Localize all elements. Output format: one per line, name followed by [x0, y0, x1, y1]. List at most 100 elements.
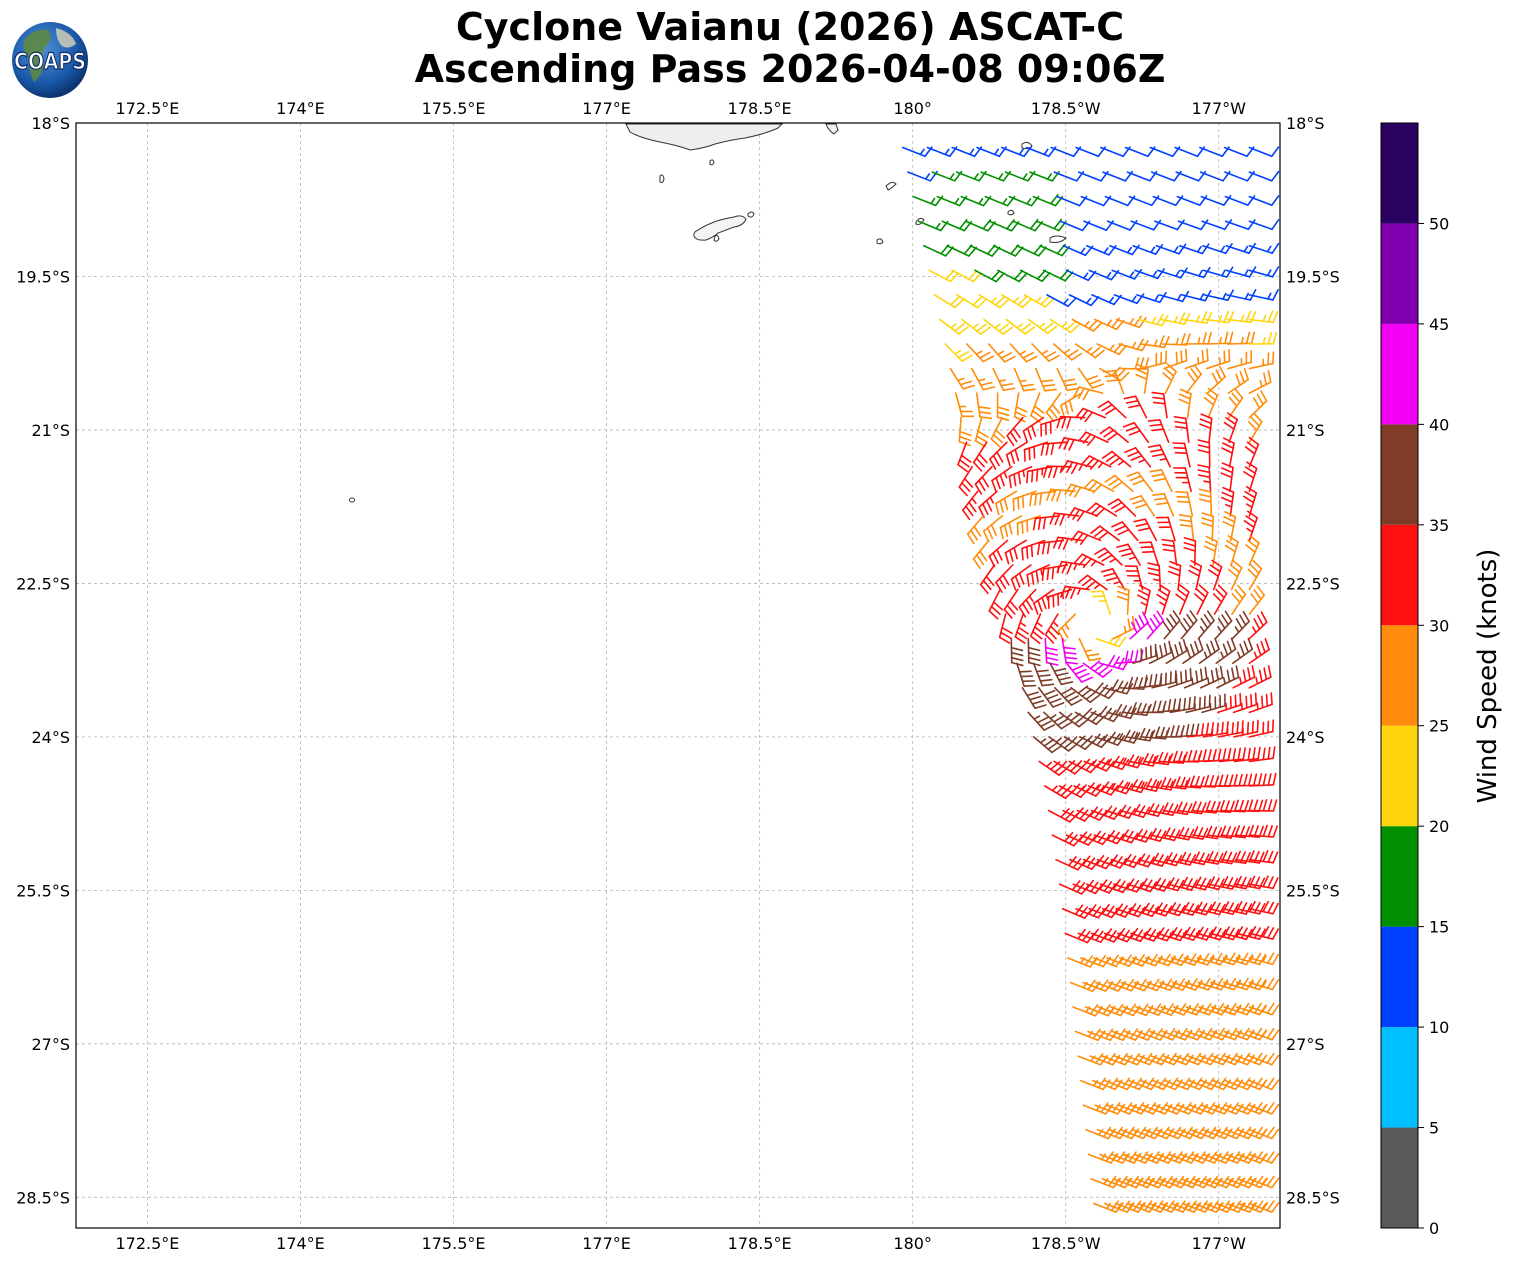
- lon-tick-label-bottom: 177°W: [1192, 1234, 1247, 1253]
- wind-barb: [1107, 498, 1137, 517]
- wind-barb: [1232, 692, 1258, 714]
- wind-barb: [1163, 348, 1188, 370]
- wind-barb: [1171, 978, 1203, 991]
- lon-tick-label-bottom: 174°E: [276, 1234, 325, 1253]
- wind-barb: [1086, 502, 1118, 518]
- wind-barb: [1169, 696, 1196, 714]
- wind-barb: [972, 539, 990, 570]
- wind-barb: [1016, 515, 1042, 536]
- wind-barb: [984, 195, 1016, 207]
- wind-barb: [1164, 826, 1195, 841]
- wind-barb: [1060, 392, 1083, 418]
- colorbar-bin: [1381, 826, 1418, 927]
- wind-barb: [1227, 388, 1244, 419]
- wind-barb: [1173, 467, 1192, 493]
- wind-barb: [1056, 367, 1080, 392]
- wind-barb: [1216, 665, 1240, 689]
- wind-barb: [1197, 977, 1229, 991]
- wind-barb: [1179, 610, 1198, 640]
- wind-barb: [1048, 736, 1079, 752]
- wind-barb: [1170, 953, 1202, 966]
- wind-barb: [1046, 294, 1077, 308]
- colorbar-bin: [1381, 1127, 1418, 1228]
- wind-barb: [1094, 547, 1123, 566]
- wind-barb: [1083, 478, 1115, 494]
- wind-barb: [1082, 660, 1113, 678]
- wind-barb: [1062, 807, 1093, 822]
- wind-barb: [1044, 784, 1075, 800]
- lat-tick-label-right: 18°S: [1286, 114, 1325, 133]
- wind-barb: [1248, 611, 1268, 640]
- wind-barb: [1209, 952, 1241, 966]
- wind-barb: [992, 367, 1016, 392]
- wind-barb: [1010, 637, 1024, 667]
- wind-barb: [1040, 441, 1069, 456]
- wind-barb: [982, 515, 1004, 543]
- wind-barb: [944, 343, 973, 362]
- wind-barb: [1184, 348, 1209, 370]
- wind-barb: [1060, 585, 1090, 600]
- wind-barb: [988, 588, 1003, 620]
- wind-barb: [1117, 779, 1148, 794]
- wind-barb: [1245, 535, 1260, 566]
- lat-tick-label-right: 27°S: [1286, 1035, 1325, 1054]
- wind-barb: [978, 490, 998, 519]
- wind-barb: [1147, 562, 1162, 591]
- wind-barb: [1146, 777, 1177, 791]
- wind-barb: [1097, 400, 1127, 419]
- wind-barb: [1032, 662, 1055, 687]
- wind-barb: [1183, 536, 1197, 566]
- title-line-1: Cyclone Vaianu (2026) ASCAT-C: [455, 5, 1125, 49]
- colorbar-tick-label: 15: [1429, 918, 1449, 937]
- wind-barb: [1102, 369, 1125, 394]
- colorbar-tick-label: 45: [1429, 315, 1449, 334]
- wind-barb: [1139, 335, 1170, 349]
- wind-barb: [1222, 952, 1254, 966]
- wind-barb: [1037, 686, 1065, 708]
- wind-barb: [1128, 753, 1159, 767]
- wind-barb: [1248, 1002, 1280, 1016]
- lat-tick-label-left: 24°S: [31, 728, 70, 747]
- wind-barb: [1199, 665, 1224, 689]
- lat-tick-label-right: 21°S: [1286, 421, 1325, 440]
- lat-tick-label-left: 22.5°S: [16, 574, 70, 593]
- wind-barb: [1005, 318, 1036, 335]
- wind-barb: [1054, 686, 1083, 706]
- wind-barb: [1178, 243, 1210, 255]
- wind-barb: [1041, 564, 1069, 582]
- wind-barb: [1033, 588, 1055, 615]
- wind-barb: [979, 564, 996, 595]
- colorbar-bin: [1381, 926, 1418, 1028]
- wind-barb: [1223, 977, 1254, 991]
- wind-barb: [1248, 242, 1280, 254]
- island-small-3: [659, 174, 665, 184]
- wind-barb: [1129, 611, 1149, 640]
- wind-barb: [1128, 902, 1160, 918]
- wind-barb: [1248, 585, 1265, 615]
- wind-barb: [978, 294, 1010, 309]
- lon-tick-label-top: 174°E: [276, 99, 325, 118]
- wind-barb: [1027, 318, 1058, 335]
- wind-barb: [1248, 638, 1270, 665]
- wind-barb: [1073, 553, 1105, 569]
- wind-barb: [970, 367, 996, 391]
- lon-tick-label-bottom: 172.5°E: [115, 1234, 179, 1253]
- wind-barb: [954, 392, 975, 418]
- wind-barb: [1132, 244, 1164, 255]
- wind-barb: [1090, 525, 1120, 542]
- wind-barb: [1201, 512, 1214, 542]
- wind-barb: [1146, 610, 1165, 640]
- lon-tick-label-bottom: 178.5°E: [728, 1234, 792, 1253]
- wind-barb: [939, 318, 969, 335]
- wind-barb: [1052, 343, 1083, 361]
- wind-barb: [1126, 878, 1158, 893]
- wind-barb: [1038, 760, 1069, 776]
- wind-barb: [1222, 511, 1237, 542]
- wind-barb: [1049, 512, 1080, 526]
- colorbar-tick-label: 10: [1429, 1018, 1449, 1037]
- wind-barb: [1009, 343, 1038, 363]
- wind-barb: [1035, 367, 1057, 392]
- wind-barb: [1141, 902, 1173, 917]
- colorbar-tick-label: 40: [1429, 415, 1449, 434]
- wind-barb: [976, 146, 1007, 158]
